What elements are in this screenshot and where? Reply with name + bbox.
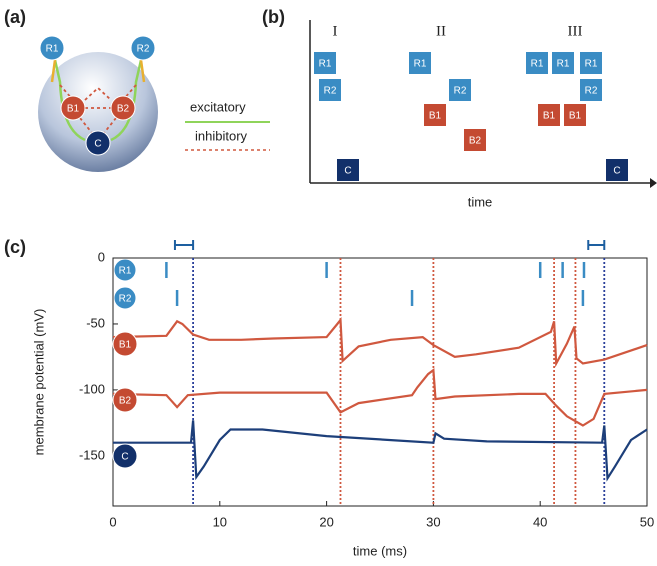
node-label: C <box>94 139 101 150</box>
box <box>538 104 560 126</box>
x-tick-label: 50 <box>640 514 654 529</box>
box <box>580 79 602 101</box>
box <box>337 159 359 181</box>
node-label: B2 <box>117 104 130 115</box>
box-label: B1 <box>569 111 582 122</box>
node-label: B1 <box>67 104 80 115</box>
box-label: R1 <box>531 59 544 70</box>
node <box>110 95 136 121</box>
node-label: R2 <box>119 294 132 305</box>
box-label: R2 <box>324 86 337 97</box>
x-axis-label: time <box>468 194 493 209</box>
node-label: R1 <box>119 266 132 277</box>
interval <box>587 240 606 250</box>
node-label: B2 <box>119 396 132 407</box>
legend-label: excitatory <box>190 99 246 114</box>
box <box>580 52 602 74</box>
box-label: B2 <box>469 136 482 147</box>
panel-tag: (a) <box>4 7 26 27</box>
y-axis-label: membrane potential (mV) <box>31 309 46 456</box>
y-tick-label: -100 <box>79 381 105 396</box>
phase: II <box>436 23 446 39</box>
node <box>85 130 111 156</box>
panel-tag: (b) <box>262 7 285 27</box>
node-label: B1 <box>119 340 132 351</box>
box-label: C <box>344 166 351 177</box>
interval <box>173 240 195 250</box>
phase: III <box>568 23 583 39</box>
trace <box>112 368 648 427</box>
plot-frame <box>112 257 648 507</box>
node <box>113 258 137 282</box>
box <box>449 79 471 101</box>
node <box>130 35 156 61</box>
trace <box>113 420 648 482</box>
arrow <box>650 178 657 188</box>
x-tick-label: 20 <box>319 514 333 529</box>
box-label: C <box>613 166 620 177</box>
box <box>424 104 446 126</box>
y-tick-label: -150 <box>79 447 105 462</box>
box-label: R2 <box>454 86 467 97</box>
node-label: R1 <box>46 44 59 55</box>
trace <box>112 317 648 368</box>
y-tick-label: 0 <box>98 249 105 264</box>
box-label: R2 <box>585 86 598 97</box>
x-tick-label: 0 <box>109 514 116 529</box>
box <box>606 159 628 181</box>
panel-tag: (c) <box>4 237 26 257</box>
node <box>113 286 137 310</box>
sphere <box>38 52 158 172</box>
box <box>409 52 431 74</box>
node-label: C <box>121 452 128 463</box>
node-label: R2 <box>137 44 150 55</box>
x-tick-label: 10 <box>213 514 227 529</box>
node <box>60 95 86 121</box>
box-label: R1 <box>585 59 598 70</box>
node <box>39 35 65 61</box>
box <box>319 79 341 101</box>
x-axis-label: time (ms) <box>353 543 407 558</box>
node <box>112 331 138 357</box>
x-tick-label: 30 <box>426 514 440 529</box>
phase: I <box>333 23 338 39</box>
y-tick-label: -50 <box>86 315 105 330</box>
box-label: B1 <box>543 111 556 122</box>
node <box>112 387 138 413</box>
box <box>564 104 586 126</box>
box-label: R1 <box>319 59 332 70</box>
box <box>526 52 548 74</box>
box <box>552 52 574 74</box>
node <box>112 443 138 469</box>
box <box>464 129 486 151</box>
box <box>314 52 336 74</box>
x-tick-label: 40 <box>533 514 547 529</box>
box-label: R1 <box>557 59 570 70</box>
legend-label: inhibitory <box>195 128 248 143</box>
box-label: B1 <box>429 111 442 122</box>
box-label: R1 <box>414 59 427 70</box>
